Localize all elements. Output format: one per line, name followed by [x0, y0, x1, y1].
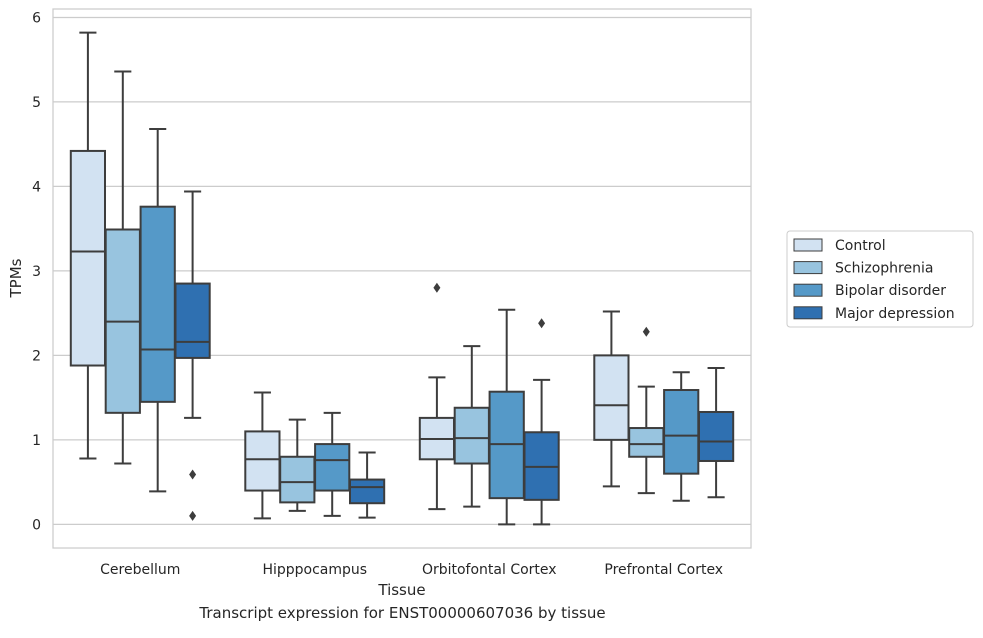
legend-swatch: [793, 306, 823, 320]
y-tick-label: 4: [32, 179, 41, 195]
outlier-marker: [433, 282, 441, 293]
box-group: [628, 326, 665, 495]
box: [453, 406, 490, 465]
box-group: [314, 411, 351, 517]
legend-frame: [786, 230, 974, 328]
boxes: [69, 31, 735, 526]
box-group: [488, 308, 525, 526]
box-group: [453, 345, 490, 508]
box: [244, 430, 281, 492]
legend-swatch: [793, 238, 823, 252]
outlier-marker: [189, 510, 197, 521]
box-group: [69, 31, 107, 460]
legend-label: Major depression: [835, 306, 955, 322]
x-tick-label: Hipppocampus: [262, 562, 367, 578]
legend-label: Control: [835, 238, 886, 254]
x-axis-ticks: Cerebellum Hipppocampus Orbitofontal Corte…: [100, 562, 723, 578]
y-tick-label: 1: [32, 433, 41, 449]
x-tick-label: Orbitofontal Cortex: [422, 562, 557, 578]
legend-swatch: [793, 261, 823, 275]
box-group: [279, 418, 316, 512]
outlier-marker: [642, 326, 650, 337]
box: [697, 410, 735, 462]
box-group: [348, 451, 386, 519]
outlier-marker: [189, 469, 197, 480]
legend-label: Schizophrenia: [835, 261, 933, 277]
box: [348, 478, 386, 505]
y-tick-label: 2: [32, 348, 41, 364]
box: [279, 455, 316, 504]
y-tick-label: 6: [32, 10, 41, 26]
legend-swatch: [793, 283, 823, 297]
box-group: [523, 318, 560, 526]
y-tick-label: 3: [32, 264, 41, 280]
y-tick-label: 5: [32, 95, 41, 111]
box: [314, 443, 351, 492]
box: [174, 282, 211, 359]
outlier-marker: [538, 318, 546, 329]
box-group: [593, 310, 630, 488]
x-axis-label: Tissue: [377, 581, 425, 599]
legend: Control Schizophrenia Bipolar disorder Majo…: [786, 230, 974, 328]
box-group: [244, 391, 281, 520]
box: [663, 389, 700, 475]
box-group: [663, 371, 700, 502]
plot-frame: [52, 8, 752, 549]
x-tick-label: Cerebellum: [100, 562, 180, 578]
box-group: [174, 190, 211, 521]
y-tick-label: 0: [32, 517, 41, 533]
y-axis-ticks: 0 1 2 3 4 5 6: [32, 10, 41, 533]
box-group: [104, 70, 141, 465]
box: [628, 427, 665, 458]
x-tick-label: Prefrontal Cortex: [604, 562, 723, 578]
figure-caption: Transcript expression for ENST0000060703…: [199, 604, 606, 622]
y-axis-label: TPMs: [7, 258, 25, 298]
box: [593, 354, 630, 441]
box-group: [418, 282, 456, 511]
box: [139, 205, 176, 403]
legend-label: Bipolar disorder: [835, 283, 946, 299]
box-group: [697, 367, 735, 499]
box-group: [139, 127, 176, 493]
box: [69, 149, 107, 367]
